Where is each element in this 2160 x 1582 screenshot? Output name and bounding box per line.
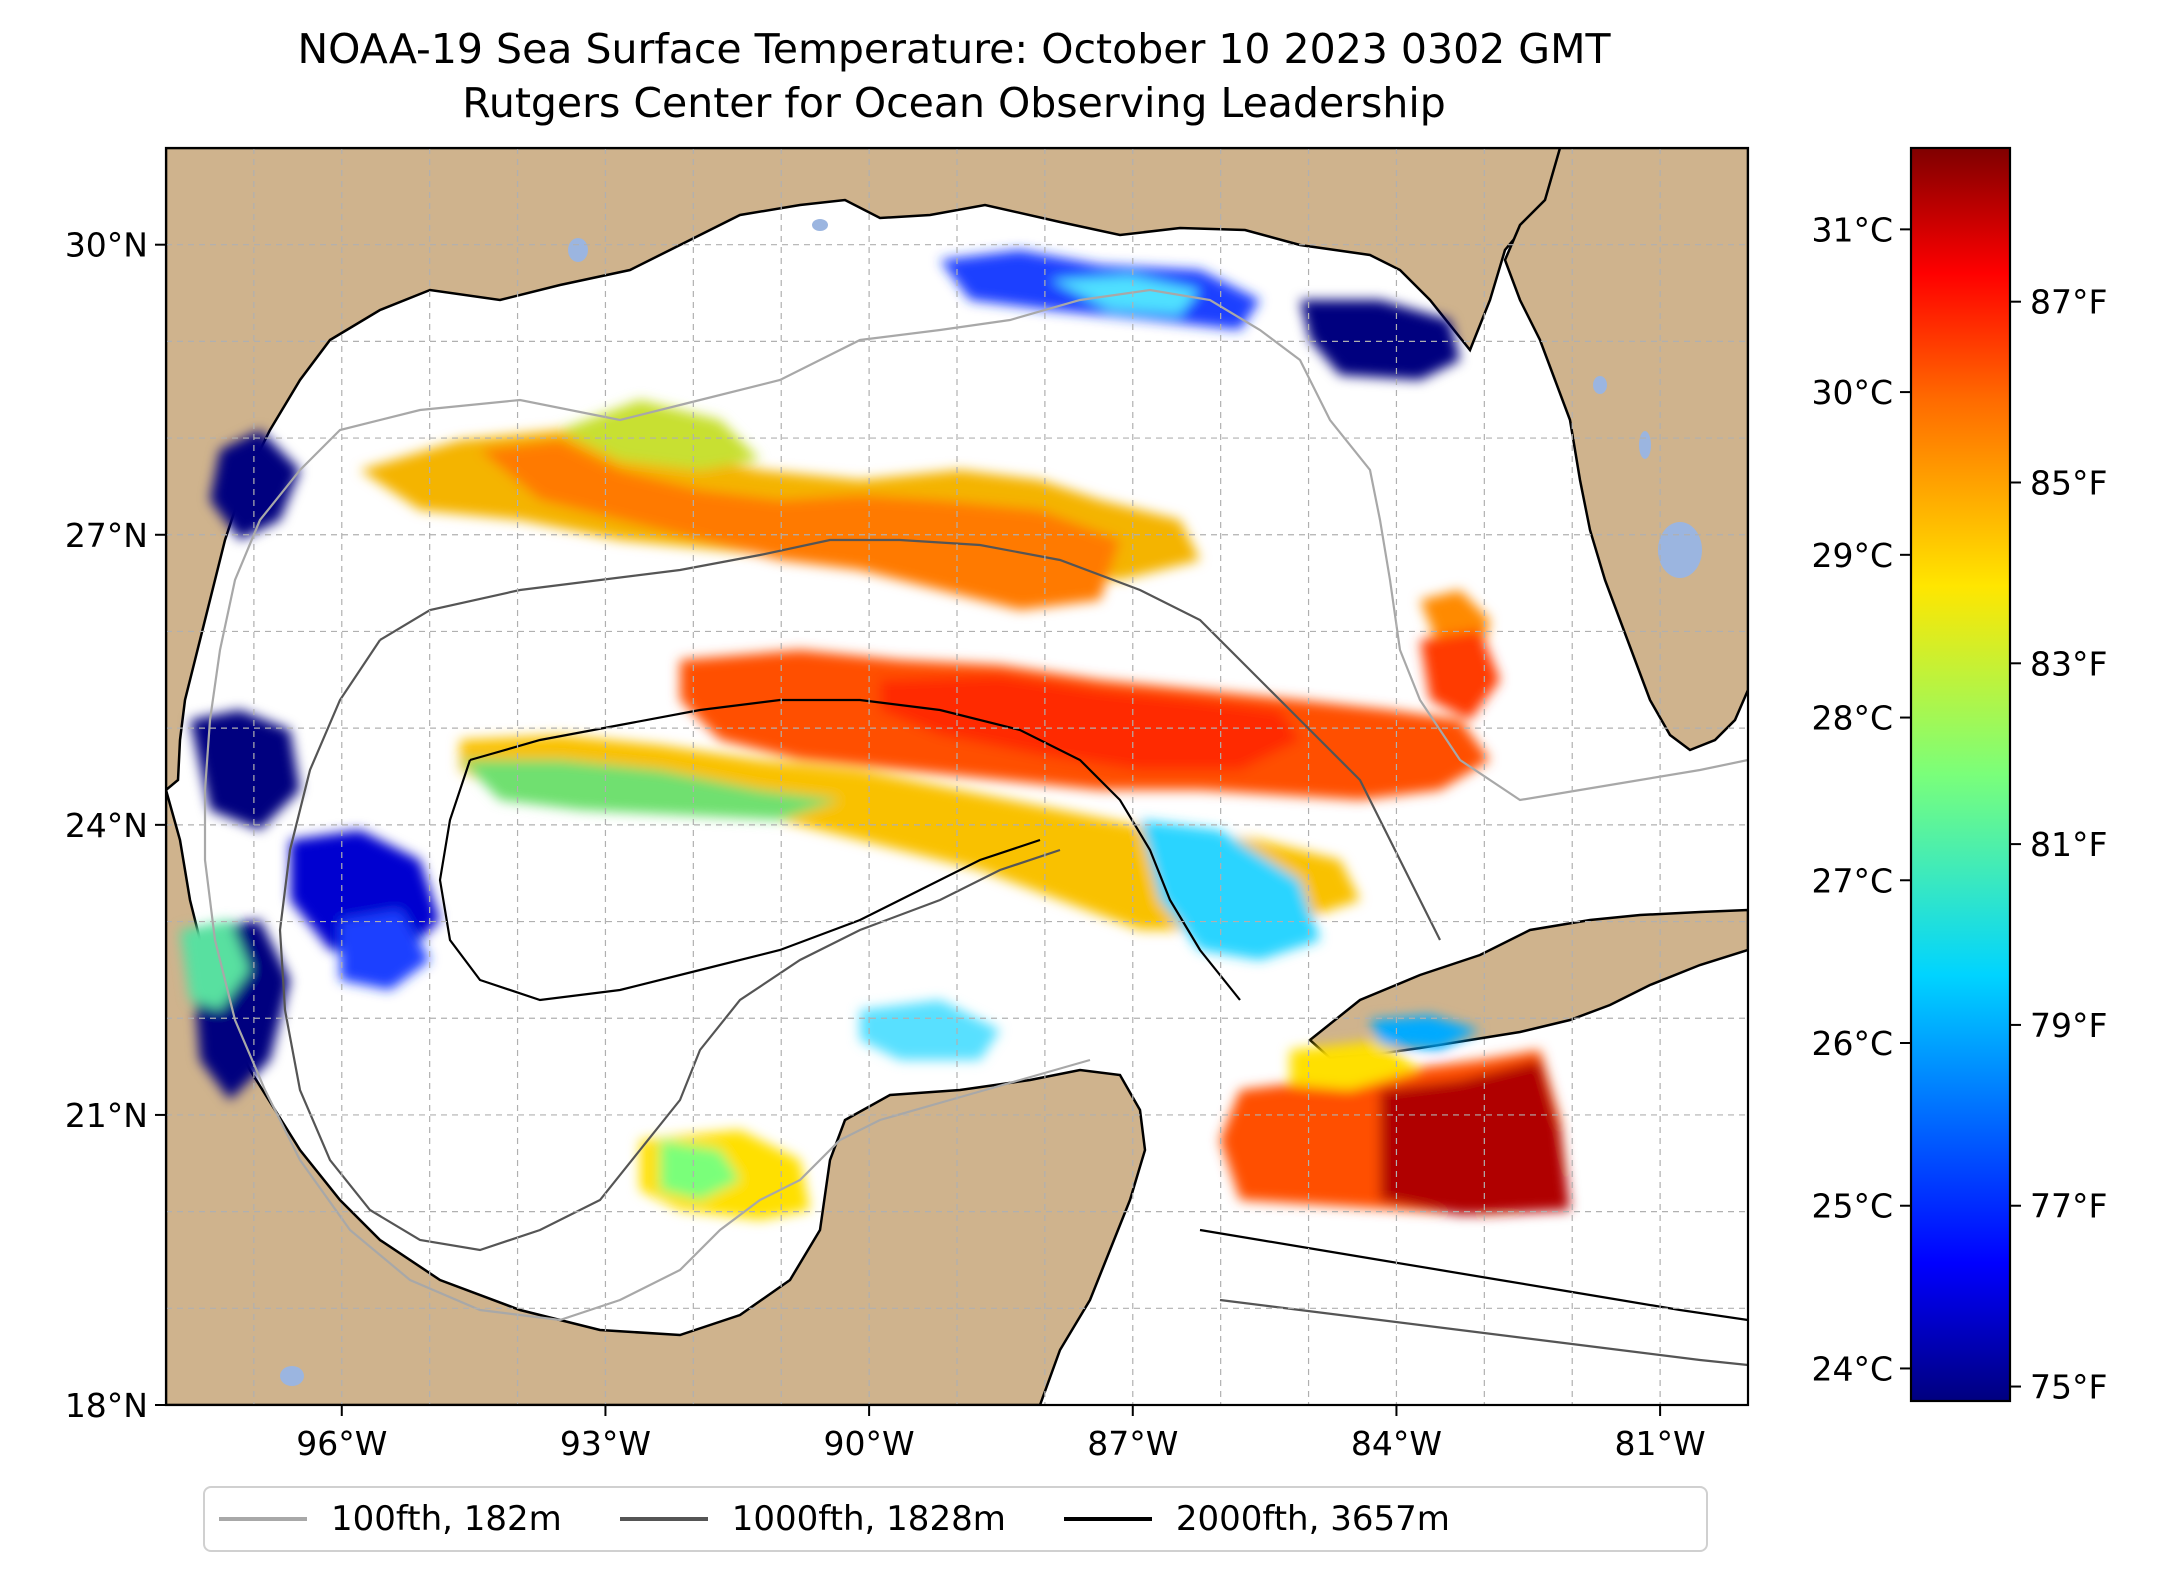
contour-2000fth	[469, 698, 1241, 1001]
legend-swatch-2000fth	[1063, 1517, 1152, 1521]
celsius-tick-label: 27°C	[1811, 861, 1893, 900]
fahrenheit-tick-label: 77°F	[2030, 1187, 2107, 1226]
lat-tick-label: 30°N	[65, 226, 148, 265]
lakes	[280, 219, 1702, 1386]
fahrenheit-tick-label: 85°F	[2030, 463, 2107, 502]
map-panel: 18°N 21°N 24°N 27°N 30°N 96°W 93°W 90°W 87°W 84°…	[65, 146, 1750, 1463]
sst-data-layer	[180, 250, 1570, 1220]
us-gulf-coast-land	[166, 148, 1602, 792]
lat-tick-label: 18°N	[65, 1386, 148, 1425]
contour-100fth	[299, 288, 1748, 802]
legend-swatch-100fth	[219, 1517, 307, 1521]
celsius-tick-label: 25°C	[1811, 1187, 1893, 1226]
colorbar: 24°C 25°C 26°C 27°C 28°C 29°C 30°C 31°C 75°F 77°…	[1811, 146, 2107, 1407]
florida-land	[1503, 148, 1748, 752]
celsius-tick-label: 24°C	[1811, 1349, 1893, 1388]
lon-tick-label: 87°W	[1087, 1424, 1178, 1463]
contour-caribbean-2	[1219, 1298, 1748, 1367]
mexico-land	[166, 789, 1147, 1405]
colorbar-gradient	[1911, 148, 2010, 1401]
contour-caribbean	[1199, 1228, 1748, 1322]
fahrenheit-tick-label: 81°F	[2030, 825, 2107, 864]
map-gridlines	[166, 148, 1748, 1405]
lon-tick-label: 90°W	[824, 1424, 915, 1463]
latitude-axis: 18°N 21°N 24°N 27°N 30°N	[65, 226, 166, 1425]
fahrenheit-tick-label: 79°F	[2030, 1006, 2107, 1045]
legend-label-2000fth: 2000fth, 3657m	[1175, 1499, 1450, 1539]
lon-tick-label: 81°W	[1615, 1424, 1706, 1463]
legend-item-100fth: 100fth, 182m	[219, 1499, 562, 1539]
colorbar-celsius-axis: 24°C 25°C 26°C 27°C 28°C 29°C 30°C 31°C	[1811, 210, 1911, 1388]
contour-2000fth-south	[438, 759, 1041, 1002]
lon-tick-label: 93°W	[560, 1424, 651, 1463]
contour-100fth-west	[203, 469, 1091, 1322]
contour-1000fth	[379, 538, 1441, 941]
legend-label-1000fth: 1000fth, 1828m	[731, 1499, 1006, 1539]
title-line-1: NOAA-19 Sea Surface Temperature: October…	[297, 25, 1611, 73]
legend-item-2000fth: 2000fth, 3657m	[1063, 1499, 1450, 1539]
lat-tick-label: 27°N	[65, 516, 148, 555]
celsius-tick-label: 30°C	[1811, 373, 1893, 412]
land	[166, 148, 1748, 1405]
bathymetry-legend: 100fth, 182m 1000fth, 1828m 2000fth, 365…	[203, 1486, 1708, 1552]
legend-label-100fth: 100fth, 182m	[331, 1499, 562, 1539]
lon-tick-label: 84°W	[1351, 1424, 1442, 1463]
celsius-tick-label: 26°C	[1811, 1024, 1893, 1063]
colorbar-fahrenheit-axis: 75°F 77°F 79°F 81°F 83°F 85°F 87°F	[2010, 283, 2107, 1407]
fahrenheit-tick-label: 75°F	[2030, 1368, 2107, 1407]
lat-tick-label: 21°N	[65, 1096, 148, 1135]
longitude-axis: 96°W 93°W 90°W 87°W 84°W 81°W	[296, 1405, 1706, 1463]
fahrenheit-tick-label: 83°F	[2030, 644, 2107, 683]
celsius-tick-label: 28°C	[1811, 699, 1893, 738]
title-line-2: Rutgers Center for Ocean Observing Leade…	[462, 79, 1446, 127]
fahrenheit-tick-label: 87°F	[2030, 283, 2107, 322]
contour-1000fth-west	[278, 639, 1061, 1252]
bathymetry-contours	[203, 288, 1748, 1367]
legend-item-1000fth: 1000fth, 1828m	[619, 1499, 1006, 1539]
lat-tick-label: 24°N	[65, 806, 148, 845]
map-frame	[164, 146, 1750, 1407]
celsius-tick-label: 31°C	[1811, 210, 1893, 249]
lon-tick-label: 96°W	[296, 1424, 387, 1463]
celsius-tick-label: 29°C	[1811, 536, 1893, 575]
colorbar-frame	[1909, 146, 2012, 1403]
legend-swatch-1000fth	[619, 1517, 708, 1521]
figure-title: NOAA-19 Sea Surface Temperature: October…	[0, 22, 1908, 130]
